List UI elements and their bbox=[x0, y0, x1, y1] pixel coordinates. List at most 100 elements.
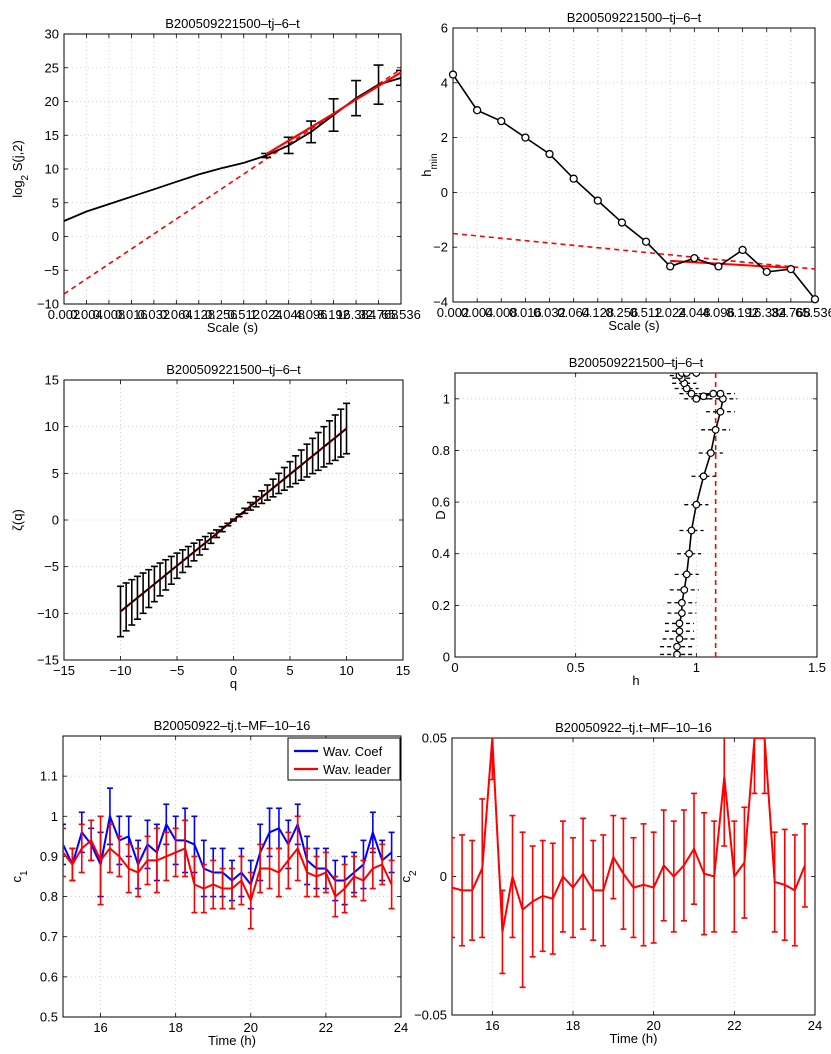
chart-title: B20050922–tj.t–MF–10–16 bbox=[555, 720, 712, 735]
x-tick-label: 0 bbox=[451, 660, 458, 675]
data-point bbox=[710, 390, 717, 397]
y-tick-label: 30 bbox=[45, 27, 59, 42]
data-point bbox=[679, 610, 686, 617]
y-tick-label: 4 bbox=[441, 75, 448, 90]
data-point bbox=[674, 651, 681, 658]
y-tick-label: 1 bbox=[51, 809, 58, 824]
x-tick-label: 65.536 bbox=[381, 307, 421, 322]
x-tick-label: 65.536 bbox=[795, 305, 831, 320]
x-axis-label: Time (h) bbox=[610, 1031, 658, 1046]
y-axis-label-tail: S(j,2) bbox=[10, 140, 25, 175]
y-tick-label: 0.5 bbox=[40, 1010, 58, 1025]
x-tick-label: 18 bbox=[168, 1020, 182, 1035]
series-wav-leader bbox=[60, 816, 395, 928]
data-point bbox=[693, 370, 700, 377]
data-point bbox=[679, 599, 686, 606]
y-axis-label: hmin bbox=[419, 153, 440, 176]
y-tick-label: 10 bbox=[45, 419, 59, 434]
x-tick-label: 22 bbox=[727, 1018, 741, 1033]
data-point bbox=[700, 473, 707, 480]
y-axis-label-base: h bbox=[419, 169, 434, 176]
plot-area bbox=[660, 370, 737, 658]
x-tick-label: 24 bbox=[808, 1018, 822, 1033]
data-point bbox=[676, 636, 683, 643]
y-tick-label: −0.05 bbox=[414, 1008, 447, 1023]
x-tick-label: 1 bbox=[693, 660, 700, 675]
data-point bbox=[618, 219, 625, 226]
data-point bbox=[739, 246, 746, 253]
y-tick-label: 0.2 bbox=[432, 598, 450, 613]
legend-label: Wav. leader bbox=[323, 762, 392, 777]
data-point bbox=[676, 620, 683, 627]
y-tick-label: 20 bbox=[45, 94, 59, 109]
x-tick-label: 5 bbox=[286, 663, 293, 678]
data-point bbox=[498, 118, 505, 125]
y-axis-label: c1 bbox=[9, 870, 30, 883]
data-point bbox=[763, 268, 770, 275]
plot-p1: 0.0020.0040.0080.0160.0320.0640.1280.256… bbox=[10, 16, 421, 335]
x-axis-label: h bbox=[632, 673, 639, 688]
y-tick-label: 0 bbox=[443, 650, 450, 665]
fit-line bbox=[266, 73, 401, 155]
fit-line bbox=[670, 261, 791, 268]
y-tick-label: 15 bbox=[45, 373, 59, 388]
fit-extrapolation-line bbox=[453, 234, 815, 270]
y-tick-label: 0.7 bbox=[40, 929, 58, 944]
x-tick-label: 16 bbox=[93, 1020, 107, 1035]
y-tick-label: 25 bbox=[45, 60, 59, 75]
chart-title: B200509221500–tj–6–t bbox=[569, 355, 704, 370]
y-tick-label: 0.6 bbox=[432, 495, 450, 510]
data-point bbox=[712, 427, 719, 434]
data-point bbox=[708, 450, 715, 457]
data-point bbox=[717, 408, 724, 415]
y-axis-label-sub: 2 bbox=[408, 870, 419, 876]
y-axis-label-base: log bbox=[10, 180, 25, 197]
data-point bbox=[693, 501, 700, 508]
data-point bbox=[686, 550, 693, 557]
y-tick-label: 1.1 bbox=[40, 769, 58, 784]
y-axis-label-sub: min bbox=[429, 153, 440, 169]
y-axis-label-sub: 1 bbox=[19, 870, 30, 876]
y-tick-label: −2 bbox=[433, 240, 448, 255]
axes-frame bbox=[453, 28, 815, 302]
data-point bbox=[683, 571, 690, 578]
y-tick-label: 0.8 bbox=[40, 889, 58, 904]
y-tick-label: 15 bbox=[45, 128, 59, 143]
chart-title: B20050922–tj.t–MF–10–16 bbox=[154, 718, 311, 733]
x-tick-label: 18 bbox=[566, 1018, 580, 1033]
data-point bbox=[667, 263, 674, 270]
y-tick-label: 5 bbox=[52, 195, 59, 210]
y-tick-label: 6 bbox=[441, 21, 448, 36]
data-point bbox=[812, 296, 819, 303]
plot-area bbox=[117, 403, 350, 636]
data-point bbox=[691, 255, 698, 262]
data-point bbox=[688, 527, 695, 534]
x-tick-label: 0.5 bbox=[567, 660, 585, 675]
x-axis-label: Scale (s) bbox=[207, 320, 258, 335]
y-tick-label: 0.4 bbox=[432, 546, 450, 561]
y-tick-label: 0 bbox=[440, 869, 447, 884]
y-axis-label: ζ(q) bbox=[10, 509, 25, 531]
y-axis-label-base: D bbox=[433, 510, 448, 519]
data-point bbox=[594, 197, 601, 204]
x-tick-label: −10 bbox=[109, 663, 131, 678]
y-tick-label: 0.9 bbox=[40, 849, 58, 864]
data-point bbox=[570, 175, 577, 182]
y-tick-label: −15 bbox=[37, 653, 59, 668]
x-axis-label: Time (h) bbox=[208, 1033, 256, 1048]
plot-area bbox=[64, 65, 406, 294]
data-point bbox=[681, 587, 688, 594]
data-point bbox=[787, 266, 794, 273]
data-point bbox=[676, 628, 683, 635]
y-axis-label-base: ζ(q) bbox=[10, 509, 25, 531]
plot-p6: 16 18 20 22 24 −0.05 0 0.05 B20050922–tj.t–MF–10… bbox=[398, 683, 822, 1046]
data-point bbox=[450, 71, 457, 78]
y-tick-label: −5 bbox=[44, 559, 59, 574]
x-tick-label: 22 bbox=[319, 1020, 333, 1035]
y-tick-label: 5 bbox=[52, 466, 59, 481]
chart-title: B200509221500–tj–6–t bbox=[567, 10, 702, 25]
x-tick-label: 1.5 bbox=[808, 660, 826, 675]
x-tick-label: 10 bbox=[339, 663, 353, 678]
y-tick-label: 2 bbox=[441, 130, 448, 145]
chart-title: B200509221500–tj–6–t bbox=[166, 362, 301, 377]
